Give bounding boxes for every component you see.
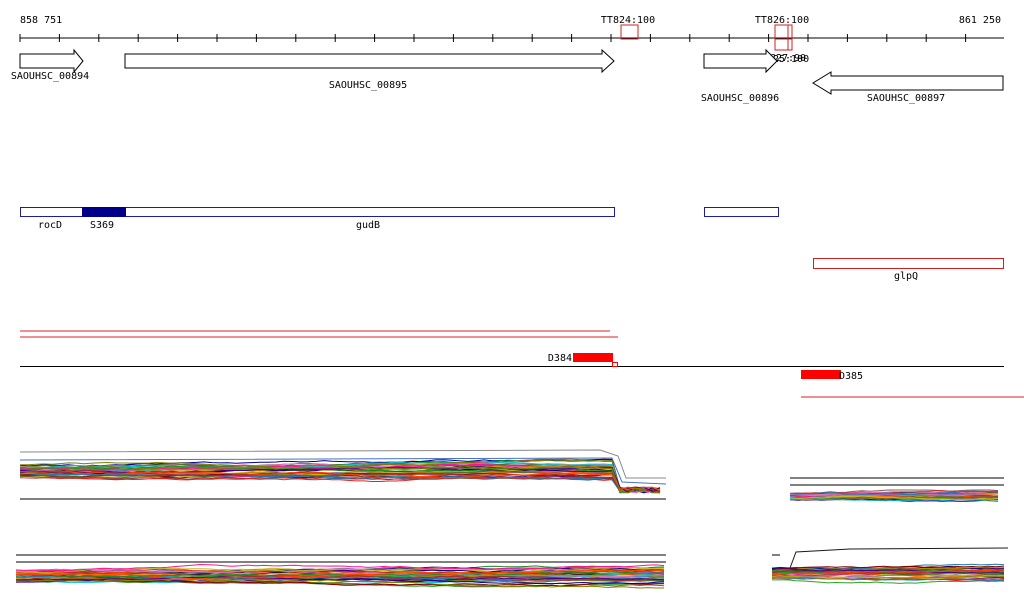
annotation-label-gudb: gudB [356, 220, 380, 231]
gene-arrow-saouhsc-00896[interactable] [703, 48, 778, 74]
expression-profile-line [15, 575, 665, 581]
terminator-marker-tt826[interactable] [774, 24, 793, 40]
expression-profile-line [771, 575, 1005, 581]
annotation-box-saouhsc-00896[interactable] [704, 207, 779, 217]
expression-profile-line [19, 474, 661, 491]
terminator-marker-tt827[interactable] [774, 38, 793, 51]
expression-profile-line [19, 466, 661, 494]
expression-profile-line [19, 457, 667, 485]
ruler-ticks [19, 34, 967, 42]
annotation-box-s369[interactable] [82, 207, 126, 217]
gene-track: SAOUHSC_00894 SAOUHSC_00895 SAOUHSC_0089… [11, 48, 1004, 104]
annotation-box-gudb[interactable] [20, 207, 615, 217]
annotation-label-rocd: rocD [38, 220, 62, 231]
expression-profile-line [771, 579, 1005, 584]
gene-arrow-saouhsc-00895[interactable] [124, 48, 615, 74]
gene-label-saouhsc-00897: SAOUHSC_00897 [867, 93, 945, 104]
annotation-label-s369: S369 [90, 220, 114, 231]
expression-profile-line [789, 498, 999, 502]
terminator-label-tt827[interactable]: TT827:90 [758, 53, 806, 64]
gene-arrow-saouhsc-00897[interactable] [812, 71, 1004, 95]
terminator-label-tt825[interactable]: TT825:100 [755, 54, 809, 65]
expression-profile-line [789, 495, 999, 500]
expression-profile-line [19, 449, 666, 479]
expression-profile-line [789, 547, 1009, 569]
gene-label-saouhsc-00895: SAOUHSC_00895 [329, 80, 407, 91]
expression-profile-line [790, 492, 999, 497]
terminator-marker-tt824[interactable] [620, 24, 639, 40]
expression-profile-line [771, 569, 1005, 575]
gene-label-saouhsc-00894: SAOUHSC_00894 [11, 71, 89, 82]
ruler-end-label: 861 250 [959, 15, 1001, 26]
annotation-label-glpq: glpQ [894, 271, 918, 282]
gene-label-saouhsc-00896: SAOUHSC_00896 [701, 93, 779, 104]
expression-profile-line [789, 491, 999, 496]
expression-profile-line [16, 569, 665, 580]
terminator-label-tt824[interactable]: TT824:100 [601, 15, 655, 26]
annotation-track: rocD S369 gudB glpQ [20, 207, 1004, 282]
expression-profile-line [771, 570, 1005, 575]
expression-profile-line [15, 578, 664, 589]
segment-label-d385: D385 [839, 371, 863, 382]
expression-profile-line [771, 577, 1005, 582]
expression-profile-line [771, 566, 1005, 571]
expression-profile-track-1 [19, 449, 1004, 502]
segment-d385[interactable] [801, 370, 841, 379]
segment-label-d384: D384 [548, 353, 572, 364]
expression-profile-line [19, 471, 661, 492]
expression-profile-line [789, 490, 999, 496]
expression-profile-line [15, 568, 665, 578]
segment-track: D384 D385 [20, 330, 1024, 398]
expression-profile-line [771, 568, 1005, 574]
terminator-label-tt826[interactable]: TT826:100 [755, 15, 809, 26]
coordinate-ruler: 858 751 861 250 TT824:100 TT826:100 TT82… [19, 15, 1004, 65]
annotation-box-glpq[interactable] [813, 258, 1004, 269]
segment-d384-tail [612, 362, 618, 367]
expression-profile-line [19, 461, 661, 493]
expression-profile-line [789, 498, 999, 502]
expression-profile-track-2 [15, 547, 1009, 589]
gene-arrow-saouhsc-00894[interactable] [19, 48, 84, 74]
segment-d384[interactable] [573, 353, 613, 362]
expression-profile-line [771, 565, 1005, 570]
ruler-start-label: 858 751 [20, 15, 62, 26]
expression-profile-line [15, 576, 665, 583]
expression-profile-line [15, 563, 665, 572]
expression-profile-line [19, 466, 661, 494]
expression-profile-line [15, 570, 665, 579]
